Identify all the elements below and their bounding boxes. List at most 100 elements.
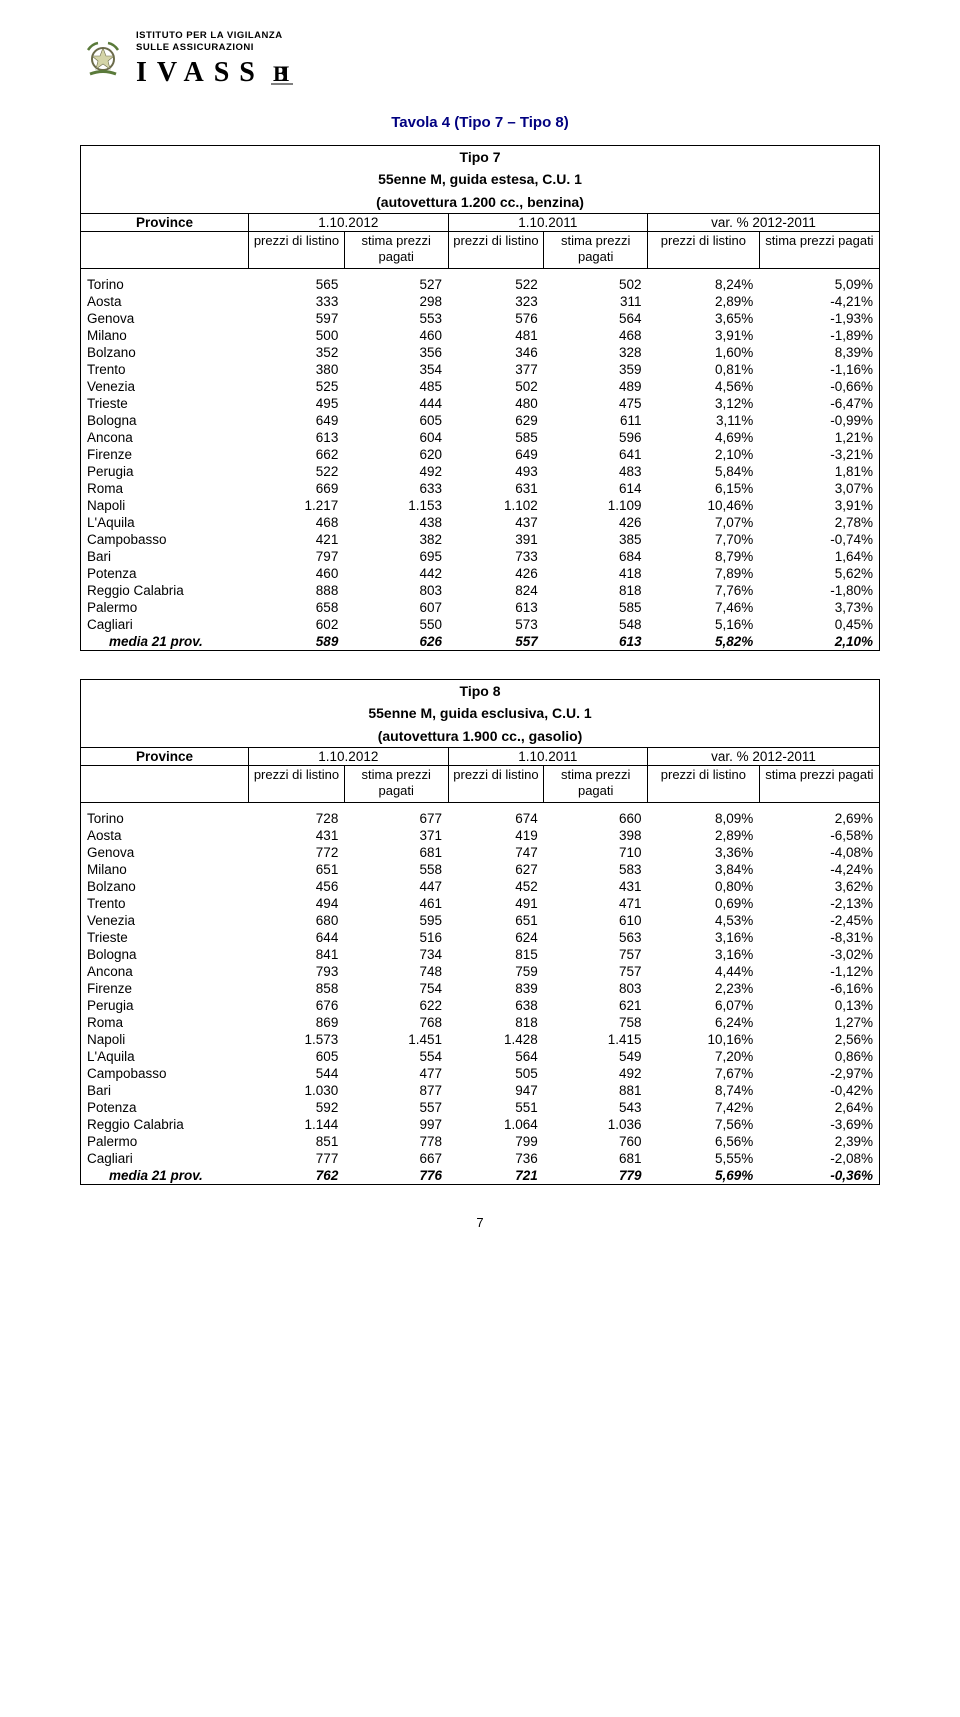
data-cell: 492 — [544, 1065, 648, 1082]
data-cell: 311 — [544, 293, 648, 310]
data-cell: 760 — [544, 1133, 648, 1150]
data-cell: 551 — [448, 1099, 544, 1116]
table-row: Palermo6586076135857,46%3,73% — [81, 599, 879, 616]
data-cell: 7,89% — [648, 565, 760, 582]
table1-car: (autovettura 1.200 cc., benzina) — [81, 191, 879, 214]
org-line2: SULLE ASSICURAZIONI — [136, 42, 293, 54]
data-cell: 492 — [344, 463, 448, 480]
data-cell: 550 — [344, 616, 448, 633]
data-cell: 620 — [344, 446, 448, 463]
data-cell: 613 — [448, 599, 544, 616]
data-cell: 3,11% — [648, 412, 760, 429]
table-row: L'Aquila6055545645497,20%0,86% — [81, 1048, 879, 1065]
data-cell: 3,36% — [648, 844, 760, 861]
org-text-block: ISTITUTO PER LA VIGILANZA SULLE ASSICURA… — [136, 30, 293, 89]
data-cell: 480 — [448, 395, 544, 412]
data-cell: 346 — [448, 344, 544, 361]
table-row: Bologna6496056296113,11%-0,99% — [81, 412, 879, 429]
hdr-prezzi-3: prezzi di listino — [648, 232, 760, 268]
data-cell: 7,67% — [648, 1065, 760, 1082]
city-cell: Bolzano — [81, 344, 249, 361]
table-row: Bologna8417348157573,16%-3,02% — [81, 946, 879, 963]
data-cell: 768 — [344, 1014, 448, 1031]
table-row: Bolzano3523563463281,60%8,39% — [81, 344, 879, 361]
table-row: Reggio Calabria1.1449971.0641.0367,56%-3… — [81, 1116, 879, 1133]
data-cell: 491 — [448, 895, 544, 912]
data-cell: 7,70% — [648, 531, 760, 548]
hdr-date1: 1.10.2012 — [249, 748, 448, 766]
media-cell: 762 — [249, 1167, 345, 1184]
data-cell: 662 — [249, 446, 345, 463]
city-cell: Perugia — [81, 997, 249, 1014]
data-cell: 442 — [344, 565, 448, 582]
data-cell: 815 — [448, 946, 544, 963]
city-cell: Roma — [81, 480, 249, 497]
data-cell: 527 — [344, 268, 448, 293]
data-cell: 602 — [249, 616, 345, 633]
data-cell: 477 — [344, 1065, 448, 1082]
media-cell: 5,69% — [648, 1167, 760, 1184]
city-cell: Campobasso — [81, 1065, 249, 1082]
table2: Province 1.10.2012 1.10.2011 var. % 2012… — [81, 747, 879, 1183]
data-cell: 505 — [448, 1065, 544, 1082]
data-cell: 564 — [448, 1048, 544, 1065]
table-row: Firenze8587548398032,23%-6,16% — [81, 980, 879, 997]
media-cell: 2,10% — [759, 633, 879, 650]
table2-body: Torino7286776746608,09%2,69%Aosta4313714… — [81, 802, 879, 1184]
data-cell: 468 — [249, 514, 345, 531]
data-cell: 7,76% — [648, 582, 760, 599]
data-cell: 757 — [544, 946, 648, 963]
data-cell: 641 — [544, 446, 648, 463]
city-cell: Milano — [81, 861, 249, 878]
data-cell: -2,08% — [759, 1150, 879, 1167]
page: ISTITUTO PER LA VIGILANZA SULLE ASSICURA… — [0, 0, 960, 1250]
data-cell: -0,42% — [759, 1082, 879, 1099]
data-cell: 452 — [448, 878, 544, 895]
table1: Province 1.10.2012 1.10.2011 var. % 2012… — [81, 213, 879, 649]
hdr-stima-2: stima prezzi pagati — [544, 766, 648, 802]
data-cell: 418 — [544, 565, 648, 582]
data-cell: -3,02% — [759, 946, 879, 963]
hdr-stima-1: stima prezzi pagati — [344, 766, 448, 802]
data-cell: 736 — [448, 1150, 544, 1167]
city-cell: Palermo — [81, 1133, 249, 1150]
data-cell: 2,69% — [759, 802, 879, 827]
data-cell: 695 — [344, 548, 448, 565]
data-cell: 881 — [544, 1082, 648, 1099]
data-cell: 371 — [344, 827, 448, 844]
data-cell: 5,16% — [648, 616, 760, 633]
media-cell: 557 — [448, 633, 544, 650]
data-cell: 680 — [249, 912, 345, 929]
data-cell: 799 — [448, 1133, 544, 1150]
data-cell: 0,86% — [759, 1048, 879, 1065]
data-cell: -2,45% — [759, 912, 879, 929]
hdr-province: Province — [81, 748, 249, 766]
data-cell: 660 — [544, 802, 648, 827]
data-cell: 621 — [544, 997, 648, 1014]
data-cell: 758 — [544, 1014, 648, 1031]
data-cell: 0,81% — [648, 361, 760, 378]
data-cell: 803 — [544, 980, 648, 997]
city-cell: Bari — [81, 1082, 249, 1099]
data-cell: -1,93% — [759, 310, 879, 327]
data-cell: 777 — [249, 1150, 345, 1167]
data-cell: 437 — [448, 514, 544, 531]
city-cell: Genova — [81, 310, 249, 327]
table-row: Reggio Calabria8888038248187,76%-1,80% — [81, 582, 879, 599]
city-cell: Bologna — [81, 412, 249, 429]
table-row: L'Aquila4684384374267,07%2,78% — [81, 514, 879, 531]
city-cell: Napoli — [81, 1031, 249, 1048]
hdr-prezzi-1: prezzi di listino — [249, 766, 345, 802]
data-cell: 573 — [448, 616, 544, 633]
data-cell: 10,16% — [648, 1031, 760, 1048]
table-row: Milano5004604814683,91%-1,89% — [81, 327, 879, 344]
data-cell: 298 — [344, 293, 448, 310]
data-cell: 8,39% — [759, 344, 879, 361]
table2-desc: 55enne M, guida esclusiva, C.U. 1 — [81, 702, 879, 725]
data-cell: 610 — [544, 912, 648, 929]
data-cell: 2,89% — [648, 827, 760, 844]
city-cell: Torino — [81, 268, 249, 293]
data-cell: 8,79% — [648, 548, 760, 565]
data-cell: 649 — [249, 412, 345, 429]
hdr-prezzi-1: prezzi di listino — [249, 232, 345, 268]
